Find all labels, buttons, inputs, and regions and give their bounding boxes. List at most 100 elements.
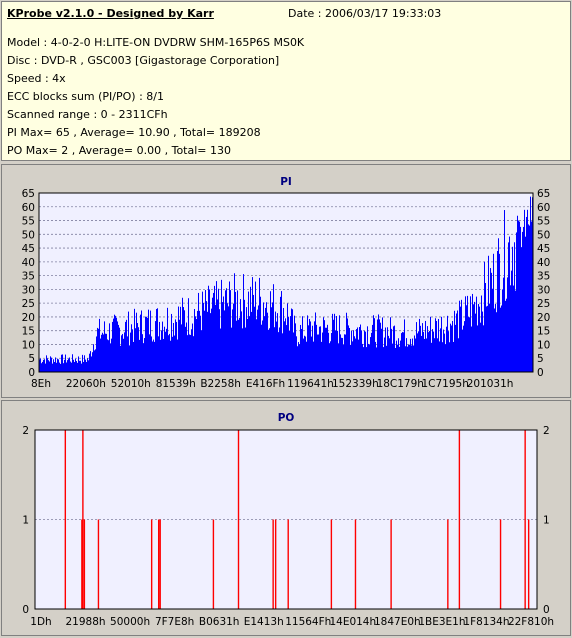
pi-bar: [230, 290, 231, 372]
pi-bar: [164, 326, 165, 372]
pi-bar: [396, 340, 397, 372]
pi-bar: [431, 342, 432, 372]
pi-bar: [212, 297, 213, 372]
pi-bar: [444, 333, 445, 372]
pi-chart-panel: PI 0 0 5 5 10 10 15 15 20 20 25 25 30 30 35 35 40 40 45 45 50…: [1, 164, 571, 398]
pi-bar: [399, 346, 400, 372]
pi-bar: [422, 323, 423, 372]
pi-bar: [428, 332, 429, 372]
pi-bar: [302, 316, 303, 372]
pi-bar: [455, 324, 456, 372]
pi-bar: [366, 347, 367, 372]
pi-bar: [86, 361, 87, 372]
pi-bar: [64, 359, 65, 372]
pi-bar: [216, 281, 217, 372]
pi-bar: [509, 236, 510, 372]
pi-y-tick-left: 40: [22, 257, 35, 269]
pi-bar: [202, 291, 203, 372]
po-x-tick: 11564Fh: [285, 616, 331, 628]
pi-bar: [446, 326, 447, 372]
pi-bar: [209, 289, 210, 372]
pi-bar: [299, 344, 300, 372]
po-plot-area: [35, 430, 537, 609]
pi-bar: [90, 351, 91, 372]
pi-bar: [107, 339, 108, 372]
pi-bar: [427, 326, 428, 372]
po-y-tick-left: 1: [22, 515, 29, 527]
pi-y-tick-left: 20: [22, 312, 35, 324]
pi-bar: [152, 341, 153, 372]
pi-bar: [429, 330, 430, 372]
pi-bar: [118, 324, 119, 372]
pi-bar: [449, 342, 450, 372]
pi-bar: [220, 328, 221, 372]
pi-bar: [388, 335, 389, 372]
pi-bar: [243, 274, 244, 372]
pi-x-tick: E416Fh: [246, 378, 285, 390]
pi-bar: [353, 330, 354, 372]
pi-bar: [479, 306, 480, 372]
pi-bar: [505, 300, 506, 372]
pi-bar: [305, 336, 306, 372]
po-x-tick: 1847E0h: [374, 616, 421, 628]
pi-bar: [161, 330, 162, 372]
pi-bar: [150, 310, 151, 372]
pi-bar: [374, 318, 375, 372]
pi-bar: [276, 321, 277, 372]
pi-bar: [172, 336, 173, 372]
pi-bar: [96, 336, 97, 372]
pi-bar: [153, 339, 154, 372]
pi-bar: [223, 296, 224, 372]
pi-bar: [205, 290, 206, 372]
pi-bar: [451, 325, 452, 372]
pi-bar: [189, 334, 190, 372]
pi-bar: [491, 272, 492, 372]
pi-stats-line: PI Max= 65 , Average= 10.90 , Total= 189…: [7, 126, 261, 139]
range-line: Scanned range : 0 - 2311CFh: [7, 108, 168, 121]
pi-bar: [69, 357, 70, 372]
pi-bar: [249, 316, 250, 372]
pi-bar: [372, 324, 373, 372]
pi-bar: [389, 338, 390, 372]
pi-y-tick-left: 60: [22, 202, 35, 214]
pi-bar: [238, 319, 239, 372]
pi-bar: [470, 296, 471, 372]
pi-y-tick-left: 55: [22, 216, 35, 228]
pi-bar: [324, 320, 325, 372]
pi-bar: [228, 306, 229, 372]
pi-bar: [443, 329, 444, 372]
pi-bar: [310, 321, 311, 372]
pi-bar: [319, 326, 320, 372]
po-chart: PO 0 0 1 1 2 2 1Dh 21988h 50000h 7F7E8h B0631h E1413…: [22, 412, 554, 628]
pi-bar: [489, 303, 490, 372]
po-bar: [499, 519, 502, 609]
pi-bar: [477, 325, 478, 372]
pi-bar: [97, 327, 98, 372]
pi-bar: [263, 302, 264, 372]
pi-bar: [312, 325, 313, 372]
pi-bar: [270, 291, 271, 372]
pi-bar: [316, 324, 317, 372]
pi-bar: [325, 327, 326, 372]
pi-bar: [522, 231, 523, 372]
po-bar: [274, 519, 277, 609]
po-y-tick-left: 2: [22, 425, 29, 437]
pi-bar: [512, 246, 513, 372]
pi-bar: [301, 328, 302, 372]
pi-bar: [373, 315, 374, 372]
po-bar: [150, 519, 153, 609]
pi-bar: [156, 309, 157, 372]
pi-bar: [473, 304, 474, 372]
pi-bar: [98, 328, 99, 372]
pi-bar: [416, 322, 417, 372]
pi-bar: [234, 273, 235, 372]
pi-bar: [71, 362, 72, 372]
pi-y-tick-right: 55: [537, 216, 550, 228]
pi-bar: [134, 308, 135, 372]
pi-bar: [203, 302, 204, 372]
pi-bar: [376, 347, 377, 372]
pi-bar: [459, 300, 460, 372]
pi-bar: [307, 315, 308, 372]
pi-bar: [101, 334, 102, 372]
pi-bar: [341, 337, 342, 372]
